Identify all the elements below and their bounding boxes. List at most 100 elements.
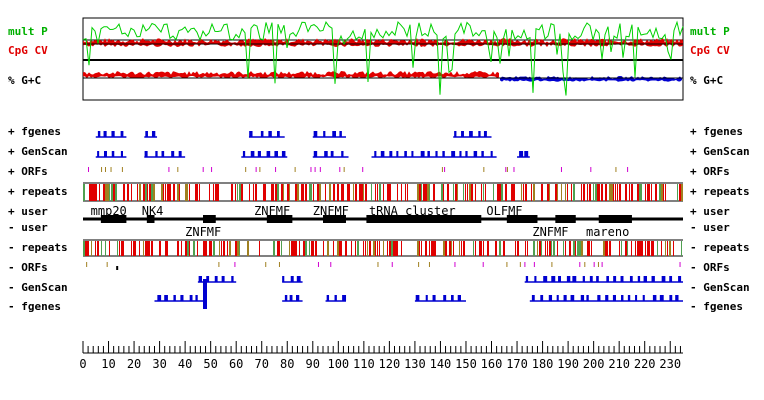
repeats-plus-element: [405, 184, 406, 201]
track-label-user_p-r[interactable]: + user: [690, 205, 730, 218]
repeats-plus-element: [131, 184, 132, 201]
repeats-plus-element: [305, 184, 307, 201]
repeats-plus-element: [319, 184, 321, 201]
genscan-minus-exon: [534, 276, 537, 282]
repeats-minus-element: [565, 241, 566, 256]
repeats-plus-element: [235, 184, 236, 201]
repeats-minus-element: [667, 241, 668, 256]
genscan-plus-exon: [266, 151, 271, 157]
repeats-minus-element: [167, 241, 168, 256]
repeats-plus-element: [613, 184, 614, 201]
axis-tick-label: 130: [404, 357, 426, 371]
fgenes-minus-exon: [296, 295, 300, 301]
genscan-minus-exon: [206, 276, 210, 282]
gc-band-low: [500, 76, 682, 82]
repeats-minus-element: [291, 241, 293, 256]
fgenes-minus-exon: [627, 295, 631, 301]
track-label-user_p-l[interactable]: + user: [8, 205, 48, 218]
repeats-plus-element: [611, 184, 613, 201]
axis-tick-label: 70: [254, 357, 268, 371]
repeats-plus-element: [107, 184, 109, 201]
repeats-minus-element: [539, 241, 541, 256]
fgenes-minus-exon: [642, 295, 645, 301]
track-label-repeats_p-r[interactable]: + repeats: [690, 185, 750, 198]
repeats-minus-element: [295, 241, 297, 256]
track-label-orfs_p-l[interactable]: + ORFs: [8, 165, 48, 178]
track-label-user_m-r[interactable]: - user: [690, 221, 730, 234]
axis-tick-label: 100: [327, 357, 349, 371]
repeats-minus-element: [605, 241, 607, 256]
repeats-minus-element: [165, 241, 167, 256]
repeats-plus-element: [199, 184, 200, 201]
fgenes-minus-exon: [443, 295, 447, 301]
track-label-repeats_p-l[interactable]: + repeats: [8, 185, 68, 198]
repeats-minus-element: [421, 241, 422, 256]
repeats-plus-element: [143, 184, 145, 201]
fgenes-minus-exon: [586, 295, 589, 301]
track-label-fgenes_m-r[interactable]: - fgenes: [690, 300, 743, 313]
repeats-plus-element: [103, 184, 105, 201]
track-label-orfs_p-r[interactable]: + ORFs: [690, 165, 730, 178]
repeats-plus-element: [441, 184, 443, 201]
user-feature-block: [506, 215, 538, 223]
track-label-fgenes_p-r[interactable]: + fgenes: [690, 125, 743, 138]
genscan-plus-exon: [171, 151, 175, 157]
repeats-plus-element: [355, 184, 357, 201]
repeats-plus-element: [361, 184, 363, 201]
repeats-plus-element: [309, 184, 311, 201]
fgenes-minus-exon: [164, 295, 168, 301]
repeats-minus-element: [495, 241, 497, 256]
repeats-plus-element: [215, 184, 217, 201]
repeats-minus-element: [449, 241, 451, 256]
repeats-plus-element: [609, 184, 611, 201]
genscan-plus-exon: [374, 151, 377, 157]
repeats-minus-element: [589, 241, 590, 256]
cpg-cv-band: [83, 38, 683, 47]
repeats-plus-element: [471, 184, 473, 201]
track-label-multp-l: mult P: [8, 25, 48, 38]
fgenes-minus-exon: [157, 295, 162, 301]
repeats-plus-element: [89, 184, 91, 201]
repeats-minus-element: [665, 241, 666, 256]
track-label-genscan_p-r[interactable]: + GenScan: [690, 145, 750, 158]
repeats-plus-element: [485, 184, 486, 201]
repeats-plus-element: [427, 184, 429, 201]
track-label-fgenes_m-l[interactable]: - fgenes: [8, 300, 61, 313]
repeats-minus-element: [185, 241, 187, 256]
repeats-minus-element: [587, 241, 589, 256]
genscan-plus-exon: [341, 151, 344, 157]
track-label-repeats_m-l[interactable]: - repeats: [8, 241, 68, 254]
repeats-minus-element: [383, 241, 384, 256]
track-label-genscan_m-r[interactable]: - GenScan: [690, 281, 750, 294]
repeats-minus-element: [609, 241, 611, 256]
repeats-minus-element: [109, 241, 110, 256]
track-label-genscan_p-l[interactable]: + GenScan: [8, 145, 68, 158]
track-label-genscan_m-l[interactable]: - GenScan: [8, 281, 68, 294]
repeats-plus-element: [83, 184, 85, 201]
repeats-plus-element: [659, 184, 661, 201]
repeats-plus-element: [231, 184, 233, 201]
track-label-repeats_m-r[interactable]: - repeats: [690, 241, 750, 254]
axis-tick-label: 150: [455, 357, 477, 371]
orf-minus-marker: [116, 266, 119, 270]
repeats-minus-element: [293, 241, 295, 256]
repeats-minus-element: [133, 241, 135, 256]
fgenes-minus-exon: [652, 295, 657, 301]
fgenes-minus-exon: [289, 295, 293, 301]
genscan-minus-exon: [290, 276, 294, 282]
track-label-orfs_m-r[interactable]: - ORFs: [690, 261, 730, 274]
genscan-minus-exon: [558, 276, 561, 282]
track-label-cpg-l: CpG CV: [8, 44, 48, 57]
user-label-top: OLFMF: [486, 204, 522, 218]
repeats-plus-element: [665, 184, 666, 201]
repeats-plus-element: [637, 184, 639, 201]
repeats-minus-element: [475, 241, 476, 256]
repeats-minus-element: [645, 241, 646, 256]
repeats-minus-element: [139, 241, 140, 256]
track-label-fgenes_p-l[interactable]: + fgenes: [8, 125, 61, 138]
repeats-plus-element: [483, 184, 484, 201]
track-label-orfs_m-l[interactable]: - ORFs: [8, 261, 48, 274]
repeats-minus-element: [533, 241, 535, 256]
repeats-minus-element: [425, 241, 427, 256]
track-label-user_m-l[interactable]: - user: [8, 221, 48, 234]
